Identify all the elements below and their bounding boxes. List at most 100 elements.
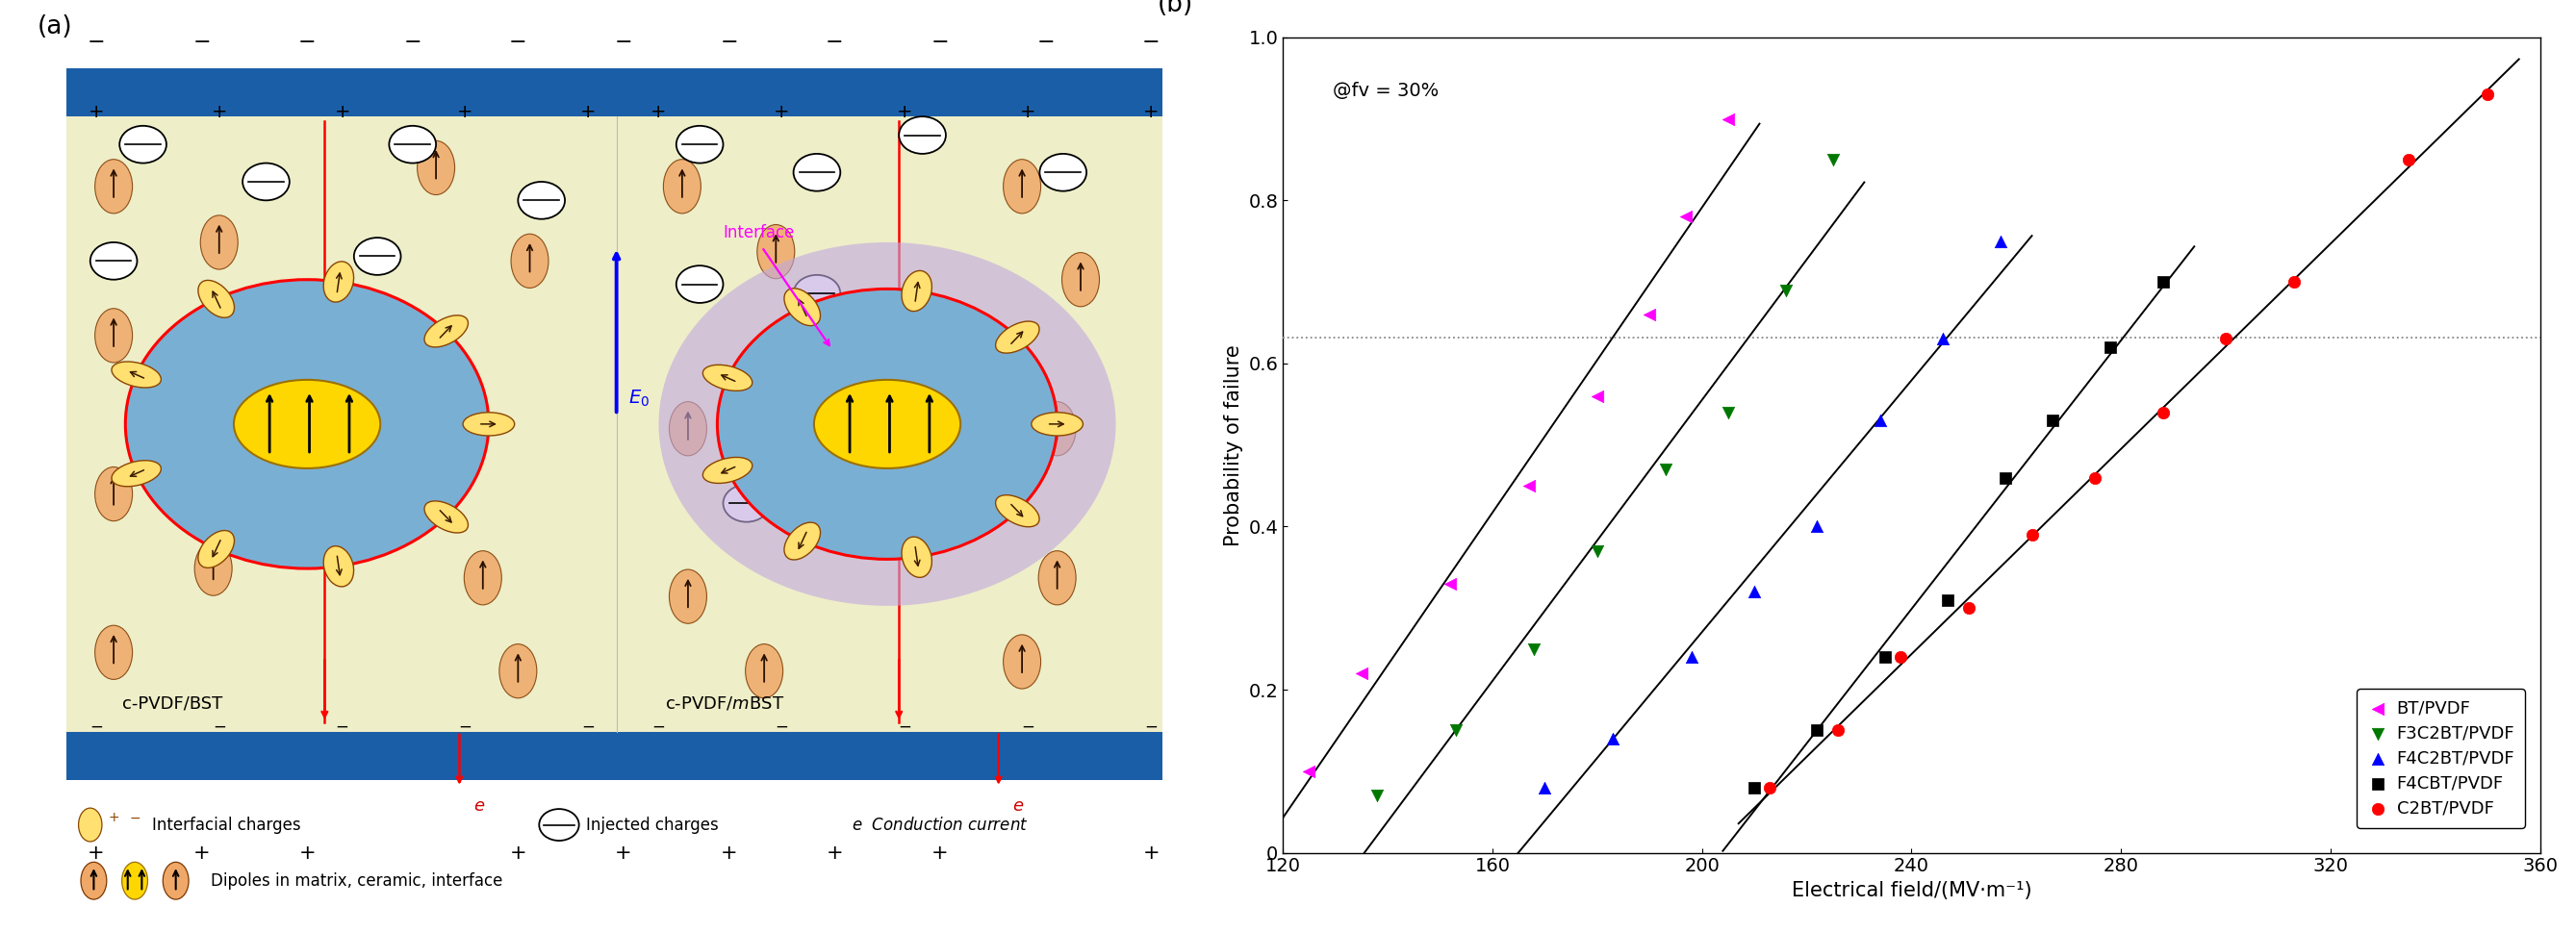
Ellipse shape	[121, 862, 147, 899]
Ellipse shape	[325, 262, 353, 302]
Text: −: −	[510, 33, 528, 51]
Text: (b): (b)	[1157, 0, 1193, 17]
F3C2BT/PVDF	[1577, 543, 1618, 558]
Circle shape	[219, 322, 265, 359]
F3C2BT/PVDF	[1765, 282, 1806, 297]
Circle shape	[724, 485, 770, 522]
C2BT/PVDF	[2074, 470, 2115, 485]
Circle shape	[137, 429, 183, 466]
F4C2BT/PVDF	[1981, 234, 2022, 249]
Ellipse shape	[703, 364, 752, 391]
Text: −: −	[335, 719, 348, 735]
BT/PVDF	[1667, 210, 1708, 225]
Text: +: +	[933, 843, 948, 862]
Ellipse shape	[1038, 402, 1077, 456]
F3C2BT/PVDF	[1708, 405, 1749, 420]
Text: +: +	[773, 103, 791, 121]
Text: −: −	[211, 719, 227, 735]
Ellipse shape	[77, 808, 103, 842]
Circle shape	[793, 275, 840, 312]
Text: −: −	[652, 719, 665, 735]
Ellipse shape	[783, 523, 819, 560]
Text: −: −	[775, 719, 788, 735]
Y-axis label: Probability of failure: Probability of failure	[1224, 344, 1244, 546]
F4CBT/PVDF	[2143, 275, 2184, 290]
BT/PVDF	[1288, 764, 1329, 779]
Text: c-PVDF/BST: c-PVDF/BST	[121, 695, 222, 712]
C2BT/PVDF	[2272, 275, 2313, 290]
F4C2BT/PVDF	[1795, 519, 1837, 534]
Ellipse shape	[425, 501, 469, 533]
C2BT/PVDF	[1880, 650, 1922, 665]
Text: −: −	[1141, 33, 1159, 51]
Text: −: −	[404, 33, 422, 51]
F3C2BT/PVDF	[1358, 788, 1399, 803]
Text: −: −	[1020, 719, 1036, 735]
Ellipse shape	[95, 625, 131, 679]
BT/PVDF	[1628, 307, 1669, 322]
Ellipse shape	[95, 159, 131, 213]
Text: c-PVDF/$m$BST: c-PVDF/$m$BST	[665, 695, 783, 712]
Ellipse shape	[196, 541, 232, 596]
F4CBT/PVDF	[1795, 723, 1837, 738]
Text: +: +	[335, 103, 350, 121]
Text: +: +	[616, 843, 631, 862]
Ellipse shape	[744, 644, 783, 698]
Text: +: +	[510, 843, 526, 862]
Text: $e$: $e$	[1012, 798, 1025, 815]
Ellipse shape	[1002, 159, 1041, 213]
BT/PVDF	[1708, 112, 1749, 127]
Ellipse shape	[464, 551, 502, 605]
Text: Interface: Interface	[724, 225, 796, 241]
BT/PVDF	[1577, 389, 1618, 404]
C2BT/PVDF	[2205, 332, 2246, 347]
X-axis label: Electrical field/(MV·m⁻¹): Electrical field/(MV·m⁻¹)	[1790, 881, 2032, 900]
Ellipse shape	[95, 308, 131, 363]
F4C2BT/PVDF	[1672, 650, 1713, 665]
F4C2BT/PVDF	[1860, 413, 1901, 428]
Circle shape	[899, 116, 945, 154]
F3C2BT/PVDF	[1643, 462, 1685, 477]
Text: +: +	[652, 103, 667, 121]
Ellipse shape	[670, 402, 706, 456]
Circle shape	[242, 163, 289, 200]
Text: −: −	[90, 719, 103, 735]
Text: +: +	[827, 843, 842, 862]
F4CBT/PVDF	[1986, 470, 2027, 485]
C2BT/PVDF	[2468, 87, 2509, 102]
Circle shape	[677, 126, 724, 163]
Ellipse shape	[425, 315, 469, 347]
Text: −: −	[824, 33, 842, 51]
Text: +: +	[1020, 103, 1036, 121]
Text: $e$: $e$	[474, 798, 484, 815]
Ellipse shape	[1002, 635, 1041, 689]
Circle shape	[126, 280, 489, 569]
Ellipse shape	[670, 569, 706, 624]
F4CBT/PVDF	[2032, 413, 2074, 428]
Text: −: −	[193, 33, 211, 51]
Circle shape	[353, 238, 402, 275]
Circle shape	[677, 266, 724, 303]
Circle shape	[538, 809, 580, 841]
Ellipse shape	[994, 322, 1038, 353]
Text: +: +	[299, 843, 314, 862]
Ellipse shape	[510, 234, 549, 288]
Text: $+$: $+$	[108, 811, 118, 824]
F4CBT/PVDF	[2089, 340, 2130, 355]
Ellipse shape	[902, 270, 933, 311]
Ellipse shape	[1061, 253, 1100, 307]
Ellipse shape	[902, 537, 933, 578]
Text: @fv = 30%: @fv = 30%	[1334, 82, 1440, 101]
C2BT/PVDF	[2388, 152, 2429, 167]
Ellipse shape	[464, 413, 515, 436]
C2BT/PVDF	[1819, 723, 1860, 738]
Text: $e$  Conduction current: $e$ Conduction current	[853, 816, 1028, 833]
Text: +: +	[1144, 843, 1159, 862]
F4C2BT/PVDF	[1734, 584, 1775, 599]
Text: +: +	[580, 103, 595, 121]
Circle shape	[518, 182, 564, 219]
Ellipse shape	[162, 862, 188, 899]
F3C2BT/PVDF	[1814, 152, 1855, 167]
Text: −: −	[582, 719, 595, 735]
C2BT/PVDF	[2012, 528, 2053, 542]
